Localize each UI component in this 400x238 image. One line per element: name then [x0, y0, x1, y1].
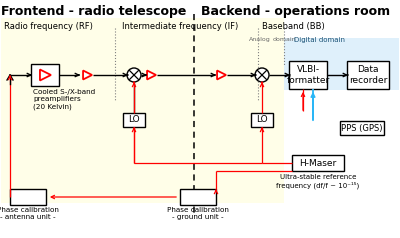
Text: Data
recorder: Data recorder	[349, 65, 387, 85]
Polygon shape	[40, 69, 51, 80]
Text: H-Maser: H-Maser	[299, 159, 337, 168]
Text: Frontend - radio telescope: Frontend - radio telescope	[1, 5, 187, 18]
Text: Ultra-stable reference
frequency (df/f ~ 10⁻¹⁵): Ultra-stable reference frequency (df/f ~…	[276, 174, 360, 189]
Text: Cooled S-/X-band
preamplifiers
(20 Kelvin): Cooled S-/X-band preamplifiers (20 Kelvi…	[33, 89, 95, 109]
Text: VLBI-
formatter: VLBI- formatter	[286, 65, 330, 85]
Bar	[284, 38, 399, 90]
Bar	[180, 189, 216, 205]
Text: Backend - operations room: Backend - operations room	[202, 5, 390, 18]
Circle shape	[127, 68, 141, 82]
Text: PPS (GPS): PPS (GPS)	[341, 124, 383, 133]
Text: Intermediate frequency (IF): Intermediate frequency (IF)	[122, 22, 238, 31]
Text: Radio frequency (RF): Radio frequency (RF)	[4, 22, 93, 31]
Polygon shape	[217, 70, 226, 79]
Text: Phase calibration
- antenna unit -: Phase calibration - antenna unit -	[0, 207, 59, 220]
Bar	[289, 61, 327, 89]
Text: domain: domain	[273, 37, 297, 42]
Bar	[292, 155, 344, 171]
Bar	[123, 113, 145, 127]
Circle shape	[255, 68, 269, 82]
Text: LO: LO	[128, 115, 140, 124]
Bar	[251, 113, 273, 127]
Bar	[31, 64, 59, 86]
Text: Phase calibration
- ground unit -: Phase calibration - ground unit -	[167, 207, 229, 220]
Bar	[340, 121, 384, 135]
Bar	[10, 189, 46, 205]
Bar	[347, 61, 389, 89]
Polygon shape	[83, 70, 92, 79]
Text: Digital domain: Digital domain	[294, 37, 346, 43]
Text: LO: LO	[256, 115, 268, 124]
Text: Baseband (BB): Baseband (BB)	[262, 22, 325, 31]
Bar	[1, 18, 284, 203]
Text: Analog: Analog	[249, 37, 271, 42]
Polygon shape	[147, 70, 156, 79]
